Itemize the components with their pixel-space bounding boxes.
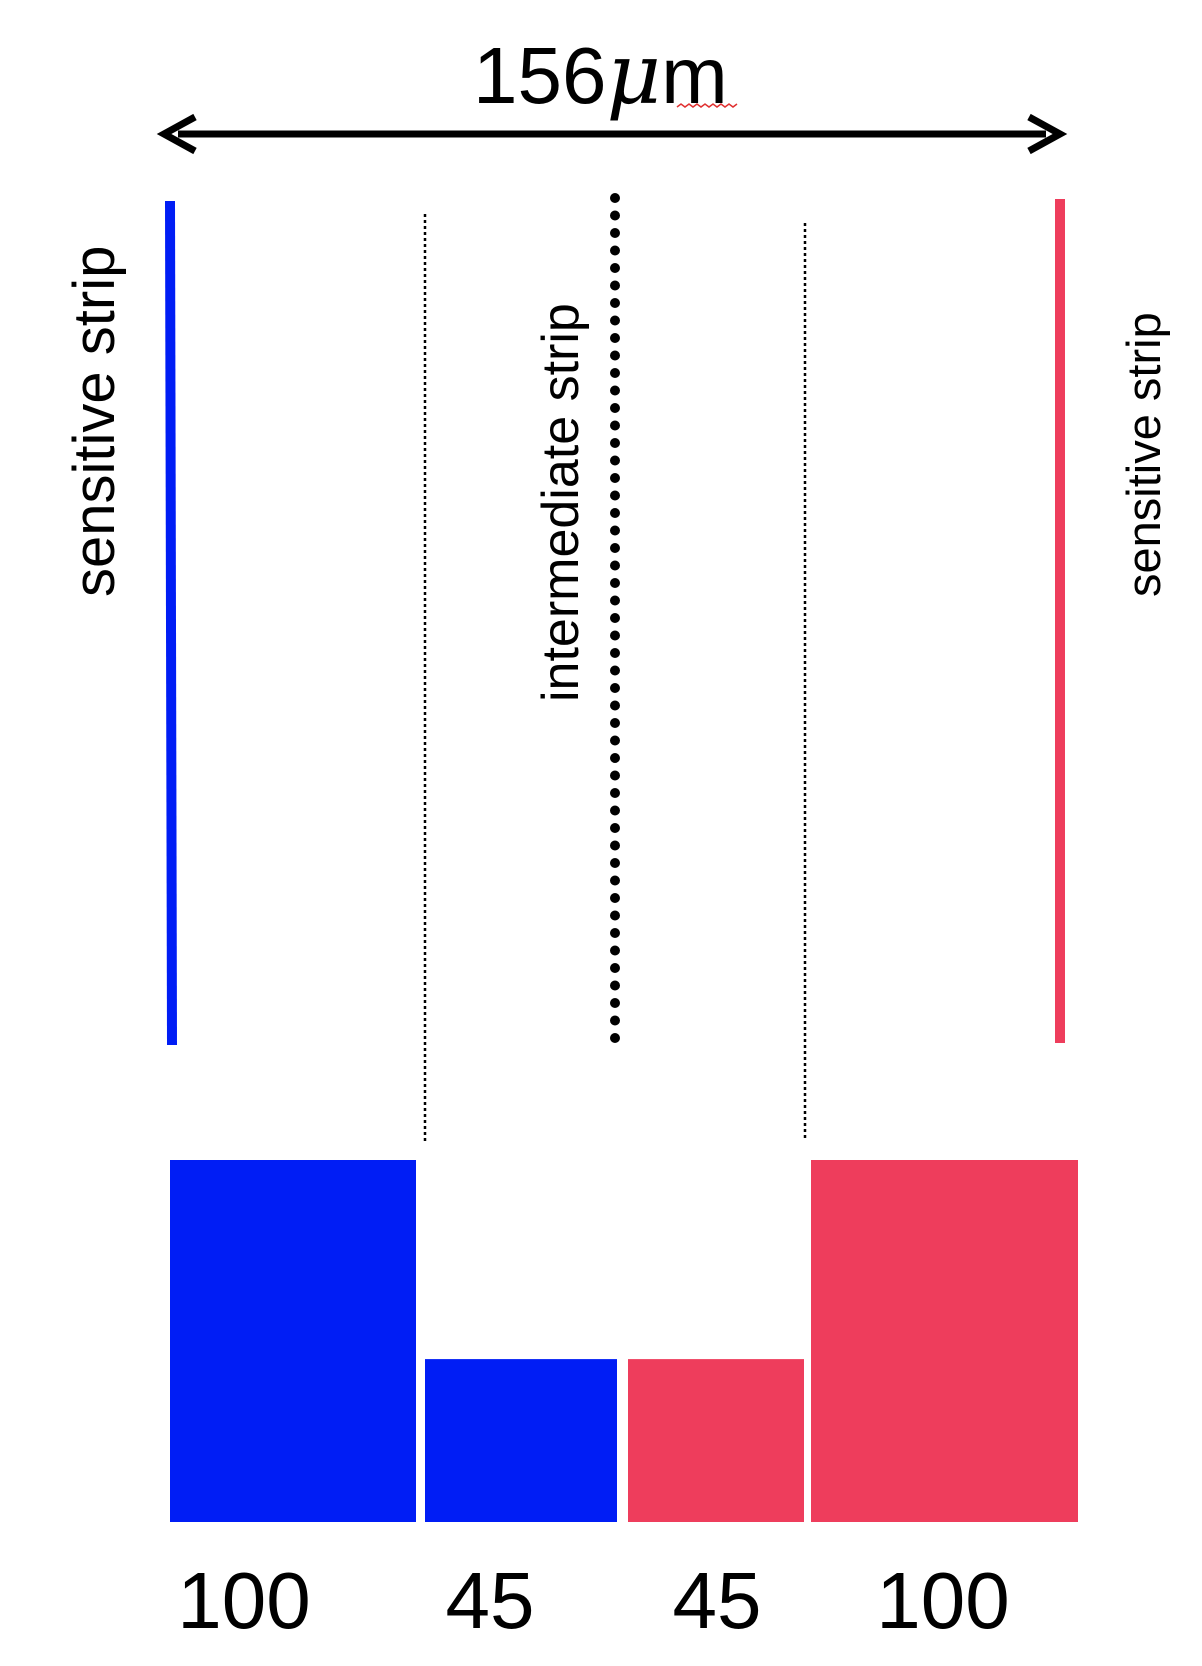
pitch-arrow: [156, 113, 1068, 155]
pitch-number: 156: [473, 31, 606, 120]
value-labels-group: 100 45 45 100: [177, 1556, 1009, 1645]
bar-value-label-4: 100: [876, 1556, 1009, 1645]
left-sensitive-strip-line: [165, 200, 177, 1046]
bar-3: [628, 1359, 804, 1522]
spellcheck-squiggle: [676, 103, 738, 108]
bar-value-label-2: 45: [446, 1556, 535, 1645]
bar-2: [425, 1359, 617, 1522]
pitch-unit-symbol: μ: [606, 25, 661, 123]
bar-1: [170, 1160, 416, 1522]
bars-group: [170, 1160, 1078, 1522]
bar-value-label-1: 100: [177, 1556, 310, 1645]
right-strip-label: sensitive strip: [1117, 312, 1170, 597]
intermediate-strip-label: intermediate strip: [532, 303, 590, 702]
bar-value-label-3: 45: [673, 1556, 762, 1645]
pitch-label: 156μm: [473, 25, 728, 123]
bar-4: [811, 1160, 1078, 1522]
left-strip-label: sensitive strip: [62, 246, 127, 597]
